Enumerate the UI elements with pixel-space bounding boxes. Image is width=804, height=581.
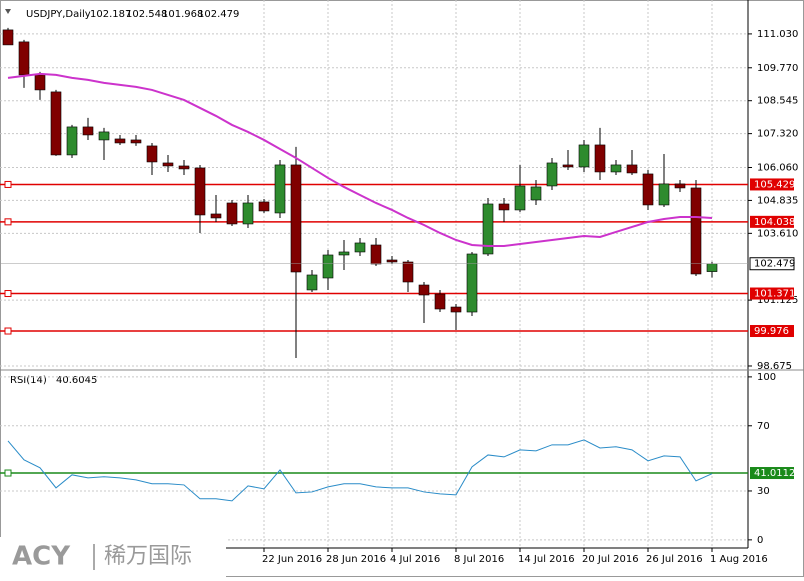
candle-body [2, 29, 14, 46]
y-tick-label: 107.320 [757, 129, 798, 140]
candle-body [658, 183, 670, 206]
level-handle [4, 327, 12, 335]
y-tick-label: 104.835 [757, 195, 798, 206]
y-tick-label: 106.060 [757, 162, 798, 173]
candle-body [610, 164, 622, 173]
header-close: 102.479 [198, 9, 239, 20]
chart-title: USDJPY,Daily [26, 9, 91, 20]
candle-body [370, 244, 382, 265]
header-open: 102.187 [90, 9, 131, 20]
candle-body [194, 167, 206, 216]
candle-body [418, 284, 430, 296]
candle-body [162, 162, 174, 167]
rsi-level-label: 41.0112 [754, 468, 795, 479]
candle-body [354, 242, 366, 253]
candle-body [626, 164, 638, 174]
candle-body [242, 202, 254, 225]
level-label: 104.038 [754, 217, 795, 228]
y-tick-label: 108.545 [757, 96, 798, 107]
level-label: 105.429 [754, 179, 795, 190]
candle-body [98, 131, 110, 141]
candle-body [578, 144, 590, 168]
candle-body [18, 41, 30, 76]
candle-body [210, 213, 222, 219]
candle-body [434, 293, 446, 310]
candle-body [402, 261, 414, 283]
rsi-tick-label: 0 [757, 535, 763, 546]
candle-body [66, 126, 78, 156]
x-tick-label: 22 Jun 2016 [262, 554, 322, 565]
candle-body [690, 187, 702, 275]
rsi-value: 40.6045 [56, 375, 97, 386]
level-label-box [750, 325, 794, 338]
watermark-brand: ACY [12, 542, 71, 572]
candle-body [34, 74, 46, 91]
x-tick-label: 28 Jun 2016 [326, 554, 386, 565]
candle-body [546, 162, 558, 187]
candle-body [674, 183, 686, 189]
x-tick-label: 20 Jul 2016 [582, 554, 639, 565]
candle-body [466, 253, 478, 313]
candle-body [322, 254, 334, 279]
rsi-name: RSI(14) [10, 375, 47, 386]
candle-body [530, 186, 542, 201]
x-tick-label: 8 Jul 2016 [454, 554, 504, 565]
y-tick-label: 111.030 [757, 29, 798, 40]
rsi-level-handle [4, 469, 12, 477]
level-handle [4, 180, 12, 188]
watermark-name: 稀万国际 [104, 544, 192, 569]
symbol-icon [5, 9, 11, 14]
candle-body [114, 138, 126, 144]
level-handle [4, 218, 12, 226]
candle-body [82, 126, 94, 136]
candle-body [514, 185, 526, 211]
current-price-box [749, 257, 795, 271]
y-tick-label: 103.610 [757, 228, 798, 239]
level-label: 99.976 [754, 326, 789, 337]
level-label-box [750, 178, 794, 191]
candle-body [706, 263, 718, 272]
candle-body [258, 201, 270, 212]
candle-body [562, 164, 574, 168]
y-tick-label: 109.770 [757, 63, 798, 74]
level-label: 101.371 [754, 289, 795, 300]
rsi-line [7, 439, 713, 502]
y-tick-label: 98.675 [757, 361, 792, 372]
candle-body [226, 202, 238, 225]
candle-body [482, 203, 494, 255]
x-tick-label: 4 Jul 2016 [390, 554, 440, 565]
candle-body [306, 274, 318, 291]
candle-body [290, 164, 302, 273]
candle-body [594, 144, 606, 173]
moving-average [7, 72, 713, 247]
candle-body [386, 259, 398, 263]
level-handle [4, 290, 12, 298]
y-tick-label: 101.125 [757, 295, 798, 306]
rsi-tick-label: 100 [757, 372, 776, 383]
x-tick-label: 26 Jul 2016 [646, 554, 703, 565]
candle-body [642, 173, 654, 206]
plot: 111.030 109.770 108.545 107.320 106.060 104.8… [0, 0, 798, 565]
candle-body [50, 91, 62, 156]
candle-body [450, 306, 462, 313]
candle-body [178, 165, 190, 170]
candle-body [274, 164, 286, 214]
current-price-label: 102.479 [754, 259, 795, 270]
x-tick-label: 14 Jul 2016 [518, 554, 575, 565]
x-tick-label: 1 Aug 2016 [710, 554, 768, 565]
candle-body [498, 203, 510, 211]
rsi-level-box [750, 467, 794, 480]
header-low: 101.968 [162, 9, 203, 20]
watermark-box [0, 537, 226, 577]
rsi-tick-label: 30 [757, 486, 770, 497]
rsi-tick-label: 70 [757, 421, 770, 432]
candle-body [146, 145, 158, 163]
level-label-box [750, 215, 794, 228]
header-high: 102.548 [126, 9, 167, 20]
candle-body [338, 251, 350, 256]
candle-body [130, 139, 142, 144]
level-label-box [750, 287, 794, 300]
